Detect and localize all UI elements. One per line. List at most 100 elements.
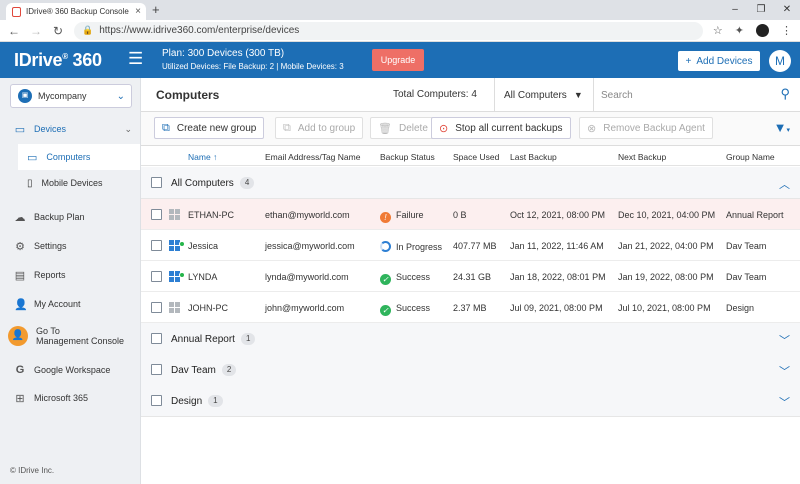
user-icon: 👤 (14, 298, 28, 311)
sidebar-item-settings[interactable]: ⚙ Settings (0, 233, 141, 259)
group-checkbox[interactable] (151, 395, 162, 406)
more-menu-icon[interactable]: ⋮ (781, 25, 792, 37)
column-email[interactable]: Email Address/Tag Name (265, 152, 361, 162)
column-last-backup[interactable]: Last Backup (510, 152, 557, 162)
column-name[interactable]: Name ↑ (188, 152, 218, 162)
hamburger-menu-icon[interactable]: ☰ (128, 49, 144, 68)
sidebar-item-microsoft-365[interactable]: ⊞ Microsoft 365 (0, 385, 141, 411)
chevron-down-icon[interactable]: ﹀ (779, 366, 790, 378)
windows-icon (169, 209, 181, 220)
search-input[interactable]: Search ⚲ (594, 78, 800, 112)
minimize-button[interactable]: – (732, 4, 738, 15)
row-checkbox[interactable] (151, 271, 162, 282)
create-group-button[interactable]: ⧉ Create new group (154, 117, 265, 139)
chevron-down-icon[interactable]: ﹀ (779, 335, 790, 347)
column-group-name[interactable]: Group Name (726, 152, 775, 162)
company-selector[interactable]: ▣ Mycompany ⌄ (10, 84, 132, 108)
backup-status: ! Failure (380, 210, 424, 223)
table-header: Name ↑ Email Address/Tag Name Backup Sta… (141, 146, 800, 166)
device-name[interactable]: LYNDA (188, 272, 218, 282)
sidebar-item-computers[interactable]: ▭ Computers (18, 144, 140, 170)
filter-funnel-icon[interactable]: ▼▾ (773, 120, 790, 135)
group-row-dav-team[interactable]: Dav Team 2 ﹀ (141, 354, 800, 386)
new-tab-button[interactable]: + (152, 2, 160, 17)
column-next-backup[interactable]: Next Backup (618, 152, 667, 162)
table-row[interactable]: ETHAN-PC ethan@myworld.com ! Failure 0 B … (141, 199, 800, 230)
group-row-all-computers[interactable]: All Computers 4 ︿ (141, 167, 800, 199)
idrive-360-logo[interactable]: IDrive® 360 (14, 50, 102, 70)
group-name: Design (726, 303, 755, 313)
address-bar-row: ← → ↻ 🔒 https://www.idrive360.com/enterp… (0, 20, 800, 42)
button-label: Add to group (297, 122, 356, 134)
back-icon[interactable]: ← (8, 23, 20, 38)
restore-button[interactable]: ❐ (756, 4, 766, 15)
sidebar-item-devices[interactable]: ▭ Devices ⌄ (0, 116, 141, 142)
device-name[interactable]: JOHN-PC (188, 303, 228, 313)
row-checkbox[interactable] (151, 209, 162, 220)
profile-icon[interactable] (756, 24, 769, 37)
computer-filter-dropdown[interactable]: All Computers ▼ (494, 78, 594, 112)
group-count-badge: 2 (221, 364, 237, 376)
sidebar-item-management-console[interactable]: 👤 Go To Management Console (8, 326, 124, 346)
sidebar-item-reports[interactable]: ▤ Reports (0, 262, 141, 288)
table-row[interactable]: LYNDA lynda@myworld.com ✓ Success 24.31 G… (141, 261, 800, 292)
windows-icon (169, 240, 181, 251)
table-row[interactable]: Jessica jessica@myworld.com In Progress … (141, 230, 800, 261)
group-checkbox[interactable] (151, 333, 162, 344)
sidebar-item-label: Backup Plan (34, 212, 85, 222)
column-backup-status[interactable]: Backup Status (380, 152, 435, 162)
search-icon[interactable]: ⚲ (780, 86, 790, 101)
windows-icon (169, 302, 181, 313)
lock-icon: 🔒 (82, 25, 94, 35)
forward-icon[interactable]: → (30, 23, 42, 38)
browser-tab[interactable]: IDrive® 360 Backup Console for × (6, 3, 146, 20)
group-name: Design 1 (171, 395, 223, 407)
report-icon: ▤ (14, 269, 26, 282)
plan-summary: Plan: 300 Devices (300 TB) (162, 48, 285, 59)
device-name[interactable]: Jessica (188, 241, 219, 251)
remove-agent-button[interactable]: ⊗ Remove Backup Agent (579, 117, 713, 139)
table-row[interactable]: JOHN-PC john@myworld.com ✓ Success 2.37 M… (141, 292, 800, 323)
group-checkbox[interactable] (151, 177, 162, 188)
device-name[interactable]: ETHAN-PC (188, 210, 235, 220)
backup-status: ✓ Success (380, 303, 430, 316)
group-name: Dav Team (726, 272, 767, 282)
star-icon[interactable]: ☆ (712, 25, 723, 37)
next-backup: Jan 21, 2022, 04:00 PM (618, 241, 714, 251)
stop-backups-button[interactable]: ⊙ Stop all current backups (431, 117, 571, 139)
chevron-up-icon[interactable]: ︿ (779, 179, 790, 191)
group-checkbox[interactable] (151, 364, 162, 375)
close-window-button[interactable]: ✕ (782, 4, 792, 15)
next-backup: Jan 19, 2022, 08:00 PM (618, 272, 714, 282)
extensions-icon[interactable]: ✦ (734, 25, 744, 37)
sidebar-item-backup-plan[interactable]: ☁ Backup Plan (0, 204, 141, 230)
cloud-icon: ☁ (14, 211, 26, 224)
group-row-design[interactable]: Design 1 ﹀ (141, 385, 800, 417)
plus-icon: + (685, 55, 692, 67)
sidebar-item-mobile-devices[interactable]: ▯ Mobile Devices (18, 170, 140, 196)
action-toolbar: ⧉ Create new group ⧉ Add to group 🗑 Dele… (141, 112, 800, 146)
row-checkbox[interactable] (151, 302, 162, 313)
idrive-favicon-icon (12, 6, 21, 17)
url-field[interactable]: 🔒 https://www.idrive360.com/enterprise/d… (74, 21, 703, 40)
device-email: lynda@myworld.com (265, 272, 349, 282)
delete-button[interactable]: 🗑 Delete (370, 117, 436, 139)
title-bar: Computers Total Computers: 4 All Compute… (141, 78, 800, 112)
user-avatar[interactable]: M (769, 50, 791, 72)
add-devices-button[interactable]: + Add Devices (678, 51, 760, 71)
sidebar-item-google-workspace[interactable]: G Google Workspace (0, 357, 141, 383)
sidebar-item-my-account[interactable]: 👤 My Account (0, 291, 141, 317)
last-backup: Jul 09, 2021, 08:00 PM (510, 303, 603, 313)
column-space-used[interactable]: Space Used (453, 152, 500, 162)
chevron-down-icon[interactable]: ﹀ (779, 397, 790, 409)
group-row-annual-report[interactable]: Annual Report 1 ﹀ (141, 323, 800, 355)
chevron-down-icon: ⌄ (124, 123, 132, 134)
upgrade-button[interactable]: Upgrade (372, 49, 424, 71)
plan-utilization: Utilized Devices: File Backup: 2 | Mobil… (162, 62, 344, 71)
sidebar-item-label: Mobile Devices (41, 178, 103, 188)
backup-status: ✓ Success (380, 272, 430, 285)
reload-icon[interactable]: ↻ (52, 23, 64, 38)
add-to-group-button[interactable]: ⧉ Add to group (275, 117, 364, 139)
row-checkbox[interactable] (151, 240, 162, 251)
close-tab-icon[interactable]: × (135, 6, 141, 17)
